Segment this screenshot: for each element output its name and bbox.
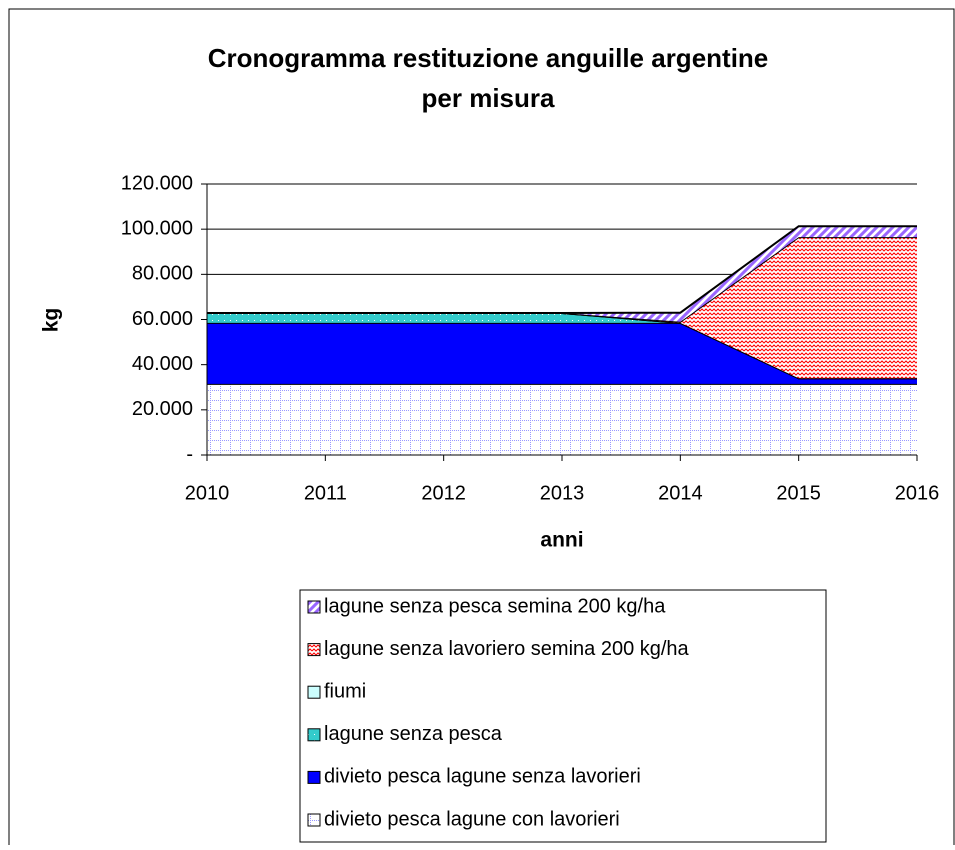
y-axis-label: kg <box>40 308 63 333</box>
legend-label: lagune senza pesca semina 200 kg/ha <box>324 595 666 617</box>
legend-swatch <box>307 770 321 784</box>
x-tick-label: 2013 <box>540 482 585 504</box>
area <box>207 226 917 322</box>
legend-label: lagune senza pesca <box>324 723 503 745</box>
legend-label: fiumi <box>324 680 366 702</box>
area <box>207 322 917 384</box>
y-tick-label: 120.000 <box>121 172 193 194</box>
legend-swatch <box>307 813 321 827</box>
chart-title: per misura <box>422 83 555 113</box>
legend-swatch <box>307 728 321 742</box>
legend-swatch <box>307 600 321 614</box>
y-tick-label: 20.000 <box>132 398 193 420</box>
area <box>207 383 917 455</box>
y-tick-label: 80.000 <box>132 263 193 285</box>
area <box>207 237 917 379</box>
legend-label: divieto pesca lagune senza lavorieri <box>324 766 641 788</box>
area-edge <box>207 225 917 314</box>
x-tick-label: 2014 <box>658 482 703 504</box>
legend-label: divieto pesca lagune con lavorieri <box>324 808 620 830</box>
x-tick-label: 2011 <box>304 482 347 504</box>
x-tick-label: 2015 <box>776 482 821 504</box>
legend-swatch <box>307 685 321 699</box>
y-tick-label: 60.000 <box>132 308 193 330</box>
area <box>207 312 917 379</box>
x-tick-label: 2012 <box>421 482 466 504</box>
legend-swatch <box>307 643 321 657</box>
legend <box>299 589 827 843</box>
y-tick-label: 40.000 <box>132 353 193 375</box>
x-tick-label: 2010 <box>185 482 230 504</box>
y-tick-label: 100.000 <box>121 217 193 239</box>
chart-title: Cronogramma restituzione anguille argent… <box>208 43 769 73</box>
x-tick-label: 2016 <box>895 482 940 504</box>
x-axis-label: anni <box>540 529 583 552</box>
legend-label: lagune senza lavoriero semina 200 kg/ha <box>324 638 690 660</box>
y-tick-label: - <box>186 443 193 465</box>
